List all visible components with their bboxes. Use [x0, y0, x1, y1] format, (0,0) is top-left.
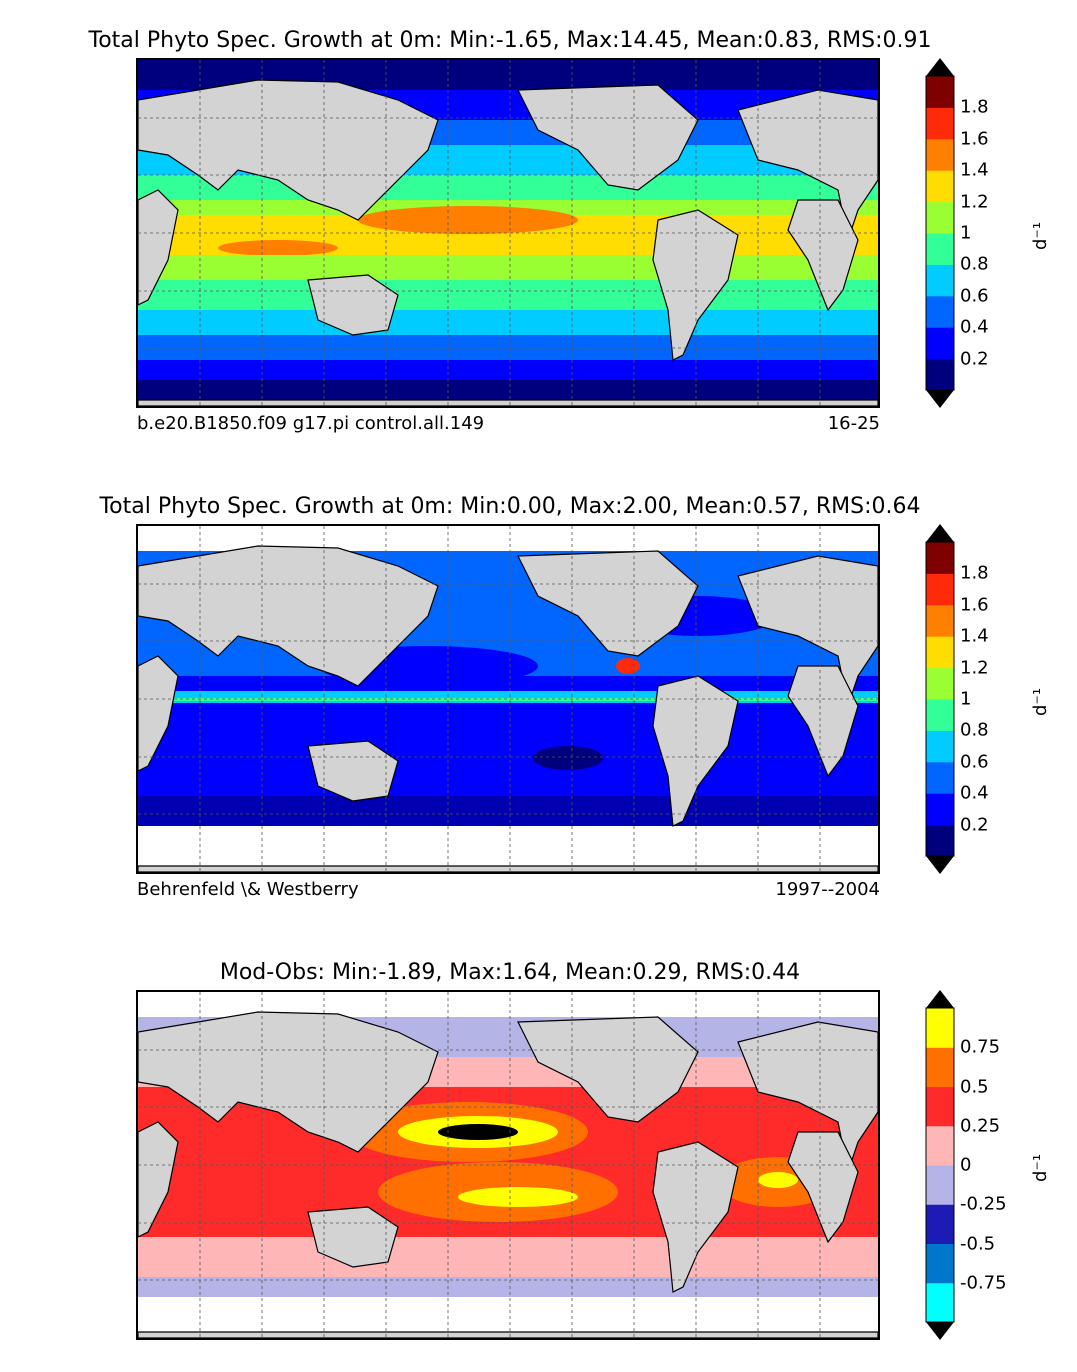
colorbar-tick-label: 1 [960, 688, 972, 710]
colorbar-extend-min [926, 856, 954, 874]
colorbar-extend-max [926, 990, 954, 1008]
colorbar-tick-label: 1.2 [960, 191, 989, 213]
colorbar-tick-label: 0.8 [960, 253, 989, 275]
colorbar-level [926, 1086, 954, 1127]
colorbar-tick-label: 1 [960, 222, 972, 244]
map-observed-growth [136, 524, 880, 874]
colorbar-tick-label: 0.4 [960, 316, 989, 338]
colorbar-tick-label: 0.8 [960, 719, 989, 741]
colorbar-level [926, 1125, 954, 1166]
colorbar-level [926, 573, 954, 606]
colorbar-tick-label: 0.4 [960, 782, 989, 804]
panel-title: Mod-Obs: Min:-1.89, Max:1.64, Mean:0.29,… [219, 960, 801, 985]
colorbar-level [926, 730, 954, 763]
colorbar-level [926, 170, 954, 203]
panel-title: Total Phyto Spec. Growth at 0m: Min:0.00… [99, 494, 921, 519]
colorbar-tick-label: -0.75 [960, 1272, 1007, 1294]
colorbar-level [926, 699, 954, 731]
colorbar-unit: d⁻¹ [1030, 221, 1051, 250]
colorbar-extend-max [926, 524, 954, 542]
colorbar-frame [925, 75, 955, 391]
colorbar-level [926, 264, 954, 297]
colorbar [925, 58, 955, 408]
colorbar-tick-label: 0.6 [960, 285, 989, 307]
years-label: 16-25 [827, 413, 880, 434]
colorbar-tick-label: 0 [960, 1154, 972, 1176]
colorbar-level [926, 1047, 954, 1087]
colorbar-level [926, 358, 954, 391]
colorbar-tick-label: 0.5 [960, 1076, 989, 1097]
colorbar-svg [925, 58, 955, 408]
colorbar-level [926, 793, 954, 826]
colorbar-level [926, 667, 954, 700]
map-model-growth [136, 58, 880, 408]
colorbar-tick-label: 0.25 [960, 1115, 1001, 1137]
colorbar [925, 990, 955, 1340]
colorbar-svg [925, 990, 955, 1340]
colorbar-tick-label: 0.6 [960, 751, 989, 773]
colorbar-level [926, 1282, 954, 1323]
colorbar-tick-label: 1.8 [960, 562, 989, 584]
colorbar-extend-min [926, 1322, 954, 1340]
colorbar-level [926, 636, 954, 669]
colorbar-level [926, 1008, 954, 1048]
colorbar-extend-max [926, 58, 954, 76]
colorbar-frame [925, 1007, 955, 1323]
colorbar-svg [925, 524, 955, 874]
map-difference [136, 990, 880, 1340]
colorbar-unit: d⁻¹ [1030, 687, 1051, 716]
colorbar-tick-label: 1.4 [960, 159, 989, 181]
colorbar-level [926, 107, 954, 140]
source-label: Behrenfeld \& Westberry [137, 879, 359, 900]
colorbar-level [926, 201, 954, 234]
colorbar-tick-label: 1.2 [960, 657, 989, 679]
colorbar [925, 524, 955, 874]
colorbar-tick-label: -0.25 [960, 1193, 1007, 1215]
colorbar-level [926, 761, 954, 794]
colorbar-tick-label: 1.4 [960, 625, 989, 647]
colorbar-level [926, 138, 954, 171]
colorbar-level [926, 327, 954, 360]
colorbar-level [926, 1243, 954, 1284]
colorbar-level [926, 604, 954, 637]
colorbar-level [926, 824, 954, 857]
colorbar-tick-label: 1.8 [960, 96, 989, 118]
years-label: 1997--2004 [775, 879, 880, 900]
colorbar-frame [925, 541, 955, 857]
colorbar-level [926, 1204, 954, 1244]
colorbar-level [926, 233, 954, 265]
colorbar-tick-label: 0.2 [960, 348, 989, 370]
colorbar-level [926, 295, 954, 328]
colorbar-tick-label: 1.6 [960, 594, 989, 616]
panel-title: Total Phyto Spec. Growth at 0m: Min:-1.6… [88, 28, 932, 53]
colorbar-tick-label: 0.75 [960, 1036, 1001, 1058]
colorbar-tick-label: 0.2 [960, 814, 989, 836]
colorbar-unit: d⁻¹ [1030, 1153, 1051, 1182]
colorbar-tick-label: -0.5 [960, 1233, 996, 1254]
colorbar-tick-label: 1.6 [960, 128, 989, 150]
colorbar-level [926, 76, 954, 108]
colorbar-level [926, 1165, 954, 1205]
colorbar-extend-min [926, 390, 954, 408]
experiment-label: b.e20.B1850.f09 g17.pi control.all.149 [137, 413, 485, 434]
colorbar-level [926, 542, 954, 574]
